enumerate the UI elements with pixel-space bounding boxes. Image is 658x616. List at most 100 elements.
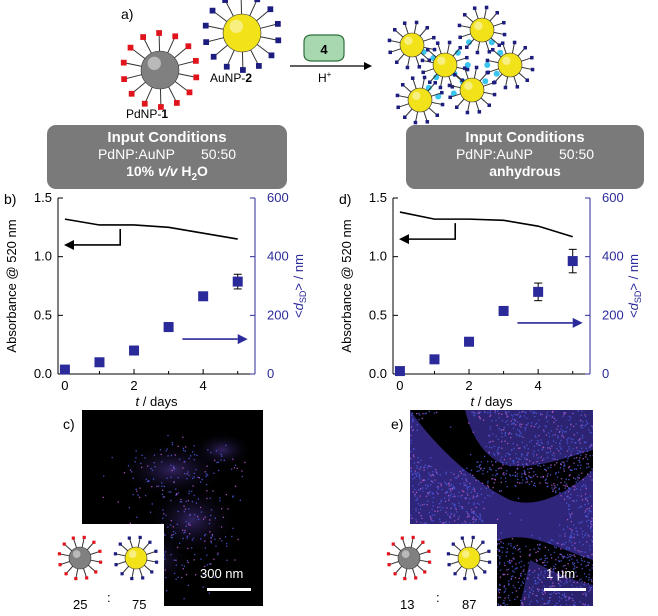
tem-speckle: [213, 558, 215, 560]
tem-speckle: [563, 595, 565, 597]
tem-speckle: [526, 458, 528, 461]
tem-speckle: [498, 446, 500, 448]
tem-speckle: [587, 512, 590, 515]
tem-speckle: [241, 470, 243, 472]
tem-speckle: [564, 465, 566, 467]
tem-speckle: [511, 414, 513, 416]
tem-speckle: [547, 602, 549, 604]
tem-speckle: [504, 477, 507, 479]
tem-speckle: [558, 600, 561, 602]
tem-speckle: [196, 454, 198, 457]
tem-speckle: [546, 475, 548, 477]
ligand-head: [141, 576, 145, 580]
tem-speckle: [553, 592, 555, 594]
tem-speckle: [509, 432, 511, 434]
tem-speckle: [464, 497, 466, 499]
ligand-head: [94, 570, 98, 574]
tem-speckle: [504, 435, 507, 437]
tem-speckle: [586, 467, 588, 469]
tem-speckle: [559, 442, 561, 444]
ligand-chain: [81, 537, 85, 548]
y-right-tick-label: 600: [267, 190, 289, 205]
pdnp-label: PdNP-1: [126, 107, 168, 121]
tem-speckle: [588, 556, 590, 559]
tem-speckle: [450, 490, 452, 492]
tem-speckle: [517, 478, 519, 481]
tem-speckle: [412, 419, 414, 422]
tem-speckle: [555, 546, 557, 549]
tem-speckle: [164, 551, 167, 553]
tem-speckle: [586, 520, 588, 522]
tem-speckle: [519, 423, 521, 425]
ratio-legend-c: [56, 524, 164, 616]
tem-speckle: [562, 565, 565, 567]
tem-speckle: [569, 497, 571, 499]
tem-speckle: [175, 564, 177, 566]
tem-speckle: [191, 477, 194, 480]
tem-speckle: [197, 518, 200, 520]
tem-speckle: [441, 522, 444, 524]
tem-speckle: [494, 411, 496, 414]
tem-speckle: [144, 457, 146, 459]
tem-speckle: [465, 478, 467, 480]
ligand-head: [400, 536, 404, 540]
tem-speckle: [453, 513, 456, 516]
tem-speckle: [429, 491, 432, 493]
tem-speckle: [148, 480, 150, 482]
tem-speckle: [181, 564, 183, 566]
x-axis-label: t / days: [471, 394, 513, 409]
tem-speckle: [580, 563, 582, 566]
tem-speckle: [520, 519, 522, 521]
particle-core: [469, 17, 495, 43]
tem-speckle: [169, 524, 172, 526]
tem-speckle: [431, 473, 433, 476]
tem-speckle: [585, 441, 587, 443]
tem-speckle: [475, 479, 477, 481]
ligand-chain: [439, 76, 444, 88]
tem-speckle: [422, 490, 424, 492]
ligand-head: [85, 576, 89, 580]
tem-speckle: [209, 519, 211, 521]
tem-speckle: [514, 547, 517, 550]
tem-speckle: [472, 497, 474, 499]
tem-speckle: [440, 483, 442, 485]
tem-speckle: [569, 488, 571, 490]
tem-speckle: [571, 554, 573, 556]
tem-speckle: [573, 562, 576, 564]
tem-speckle: [532, 453, 534, 455]
ligand-head: [127, 44, 134, 51]
tem-speckle: [549, 415, 551, 417]
tem-speckle: [526, 444, 528, 446]
tem-speckle: [480, 461, 483, 463]
tem-speckle: [423, 503, 426, 506]
tem-speckle: [475, 518, 477, 520]
tem-speckle: [511, 565, 513, 568]
tem-speckle: [424, 522, 426, 524]
tem-speckle: [499, 584, 501, 587]
tem-speckle: [176, 546, 179, 549]
tem-speckle: [193, 454, 196, 456]
tem-speckle: [498, 550, 500, 553]
tem-speckle: [568, 478, 570, 481]
tem-speckle: [551, 487, 553, 489]
tem-speckle: [479, 516, 482, 518]
tem-speckle: [422, 413, 424, 415]
tem-speckle: [432, 471, 434, 473]
tem-speckle: [590, 511, 592, 513]
tem-speckle: [514, 484, 516, 487]
tem-speckle: [572, 448, 574, 450]
tem-speckle: [514, 424, 517, 426]
tem-speckle: [584, 510, 587, 512]
tem-speckle: [520, 560, 523, 563]
tem-speckle: [170, 464, 172, 467]
ligand-head: [414, 576, 418, 580]
ligand-head: [185, 43, 192, 50]
tem-speckle: [170, 476, 172, 478]
tem-speckle: [479, 411, 482, 413]
tem-speckle: [569, 528, 571, 530]
tem-speckle: [568, 497, 571, 500]
tem-speckle: [177, 476, 179, 479]
tem-speckle: [570, 535, 572, 537]
tem-speckle: [467, 513, 469, 516]
tem-speckle: [412, 473, 414, 475]
